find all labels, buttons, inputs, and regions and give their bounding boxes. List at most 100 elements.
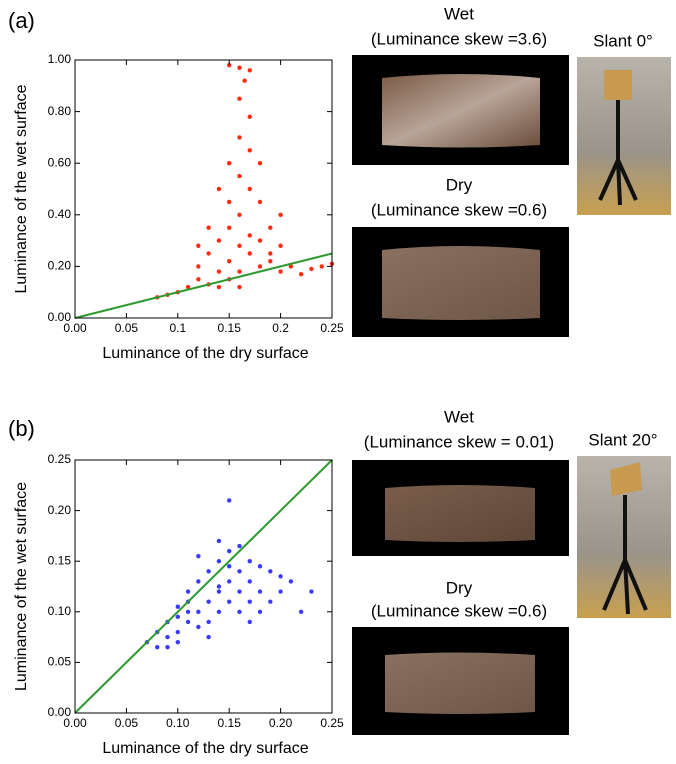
y-tick-label: 0.60 [48, 155, 72, 169]
point [165, 645, 170, 650]
point [237, 65, 242, 70]
point [268, 569, 273, 574]
point [227, 225, 232, 230]
point [216, 584, 222, 589]
y-tick-label: 0.80 [48, 104, 72, 118]
point [227, 161, 232, 166]
point [206, 619, 211, 625]
point [278, 243, 283, 248]
x-axis-title: Luminance of the dry surface [102, 740, 308, 757]
x-tick-label: 0.1 [169, 321, 186, 335]
point [165, 634, 170, 640]
point [196, 624, 201, 630]
point [196, 553, 201, 559]
point [206, 251, 211, 256]
y-tick-label: 0.40 [48, 207, 72, 221]
y-tick-label: 0.10 [48, 604, 72, 618]
y-tick-label: 0.20 [48, 503, 72, 517]
point [227, 259, 232, 264]
point [247, 251, 252, 256]
point [237, 96, 242, 101]
photo-sample [385, 652, 535, 714]
point [227, 548, 232, 554]
point [288, 579, 294, 584]
point [298, 609, 304, 614]
point [227, 498, 232, 503]
point [237, 269, 242, 274]
point [227, 564, 232, 569]
point [237, 609, 242, 614]
tripod [602, 495, 648, 615]
point [216, 284, 222, 290]
caption: Wet [444, 407, 474, 426]
point [247, 559, 252, 564]
point [185, 284, 191, 290]
point [196, 264, 201, 269]
point [247, 619, 252, 625]
point [206, 225, 211, 230]
point [196, 579, 201, 584]
x-tick-label: 0.20 [269, 716, 293, 730]
point [309, 266, 314, 272]
plot-frame [74, 59, 333, 319]
point [288, 264, 294, 269]
point [237, 284, 242, 290]
photo-sample [610, 462, 642, 496]
point [257, 589, 263, 594]
caption: Slant 0° [593, 31, 653, 50]
reference-line [74, 252, 333, 319]
point [237, 135, 242, 140]
photo-sample [382, 246, 540, 320]
point [268, 225, 273, 230]
point [185, 609, 191, 614]
point [237, 543, 242, 549]
point [257, 199, 263, 205]
point [298, 271, 304, 277]
y-axis-title: Luminance of the wet surface [13, 84, 30, 293]
point [247, 68, 252, 73]
caption: Dry [446, 175, 473, 194]
plot-frame [74, 459, 333, 714]
point [268, 599, 273, 604]
point [268, 251, 273, 256]
y-tick-label: 0.20 [48, 259, 72, 273]
x-tick-label: 0.10 [166, 716, 190, 730]
y-tick-label: 0.05 [48, 655, 72, 669]
point [278, 269, 283, 274]
x-tick-label: 0.00 [63, 321, 87, 335]
caption: (Luminance skew = 0.01) [364, 432, 554, 451]
point [237, 173, 242, 179]
point [309, 589, 314, 594]
point [185, 589, 191, 594]
x-tick-label: 0.15 [218, 716, 242, 730]
point [216, 186, 222, 192]
point [175, 604, 180, 609]
caption: Dry [446, 578, 473, 597]
x-tick-label: 0.25 [320, 321, 344, 335]
point [278, 574, 283, 579]
point [257, 564, 263, 569]
x-tick-label: 0.2 [272, 321, 289, 335]
point [175, 639, 180, 645]
y-tick-label: 1.00 [48, 52, 72, 66]
caption: Wet [444, 4, 474, 23]
point [196, 277, 201, 282]
point [216, 269, 222, 274]
point [216, 238, 222, 243]
panel-label: (a) [8, 8, 35, 33]
y-tick-label: 0.00 [48, 705, 72, 719]
point [242, 78, 247, 83]
point [257, 238, 263, 243]
x-tick-label: 0.25 [320, 716, 344, 730]
x-tick-label: 0.15 [218, 321, 242, 335]
point [247, 148, 252, 153]
point [257, 609, 263, 614]
point [237, 589, 242, 594]
point [227, 579, 232, 584]
point [216, 538, 222, 544]
caption: (Luminance skew =3.6) [371, 29, 547, 48]
y-tick-label: 0.15 [48, 553, 72, 567]
point [237, 569, 242, 574]
point [175, 629, 180, 635]
point [216, 609, 222, 614]
